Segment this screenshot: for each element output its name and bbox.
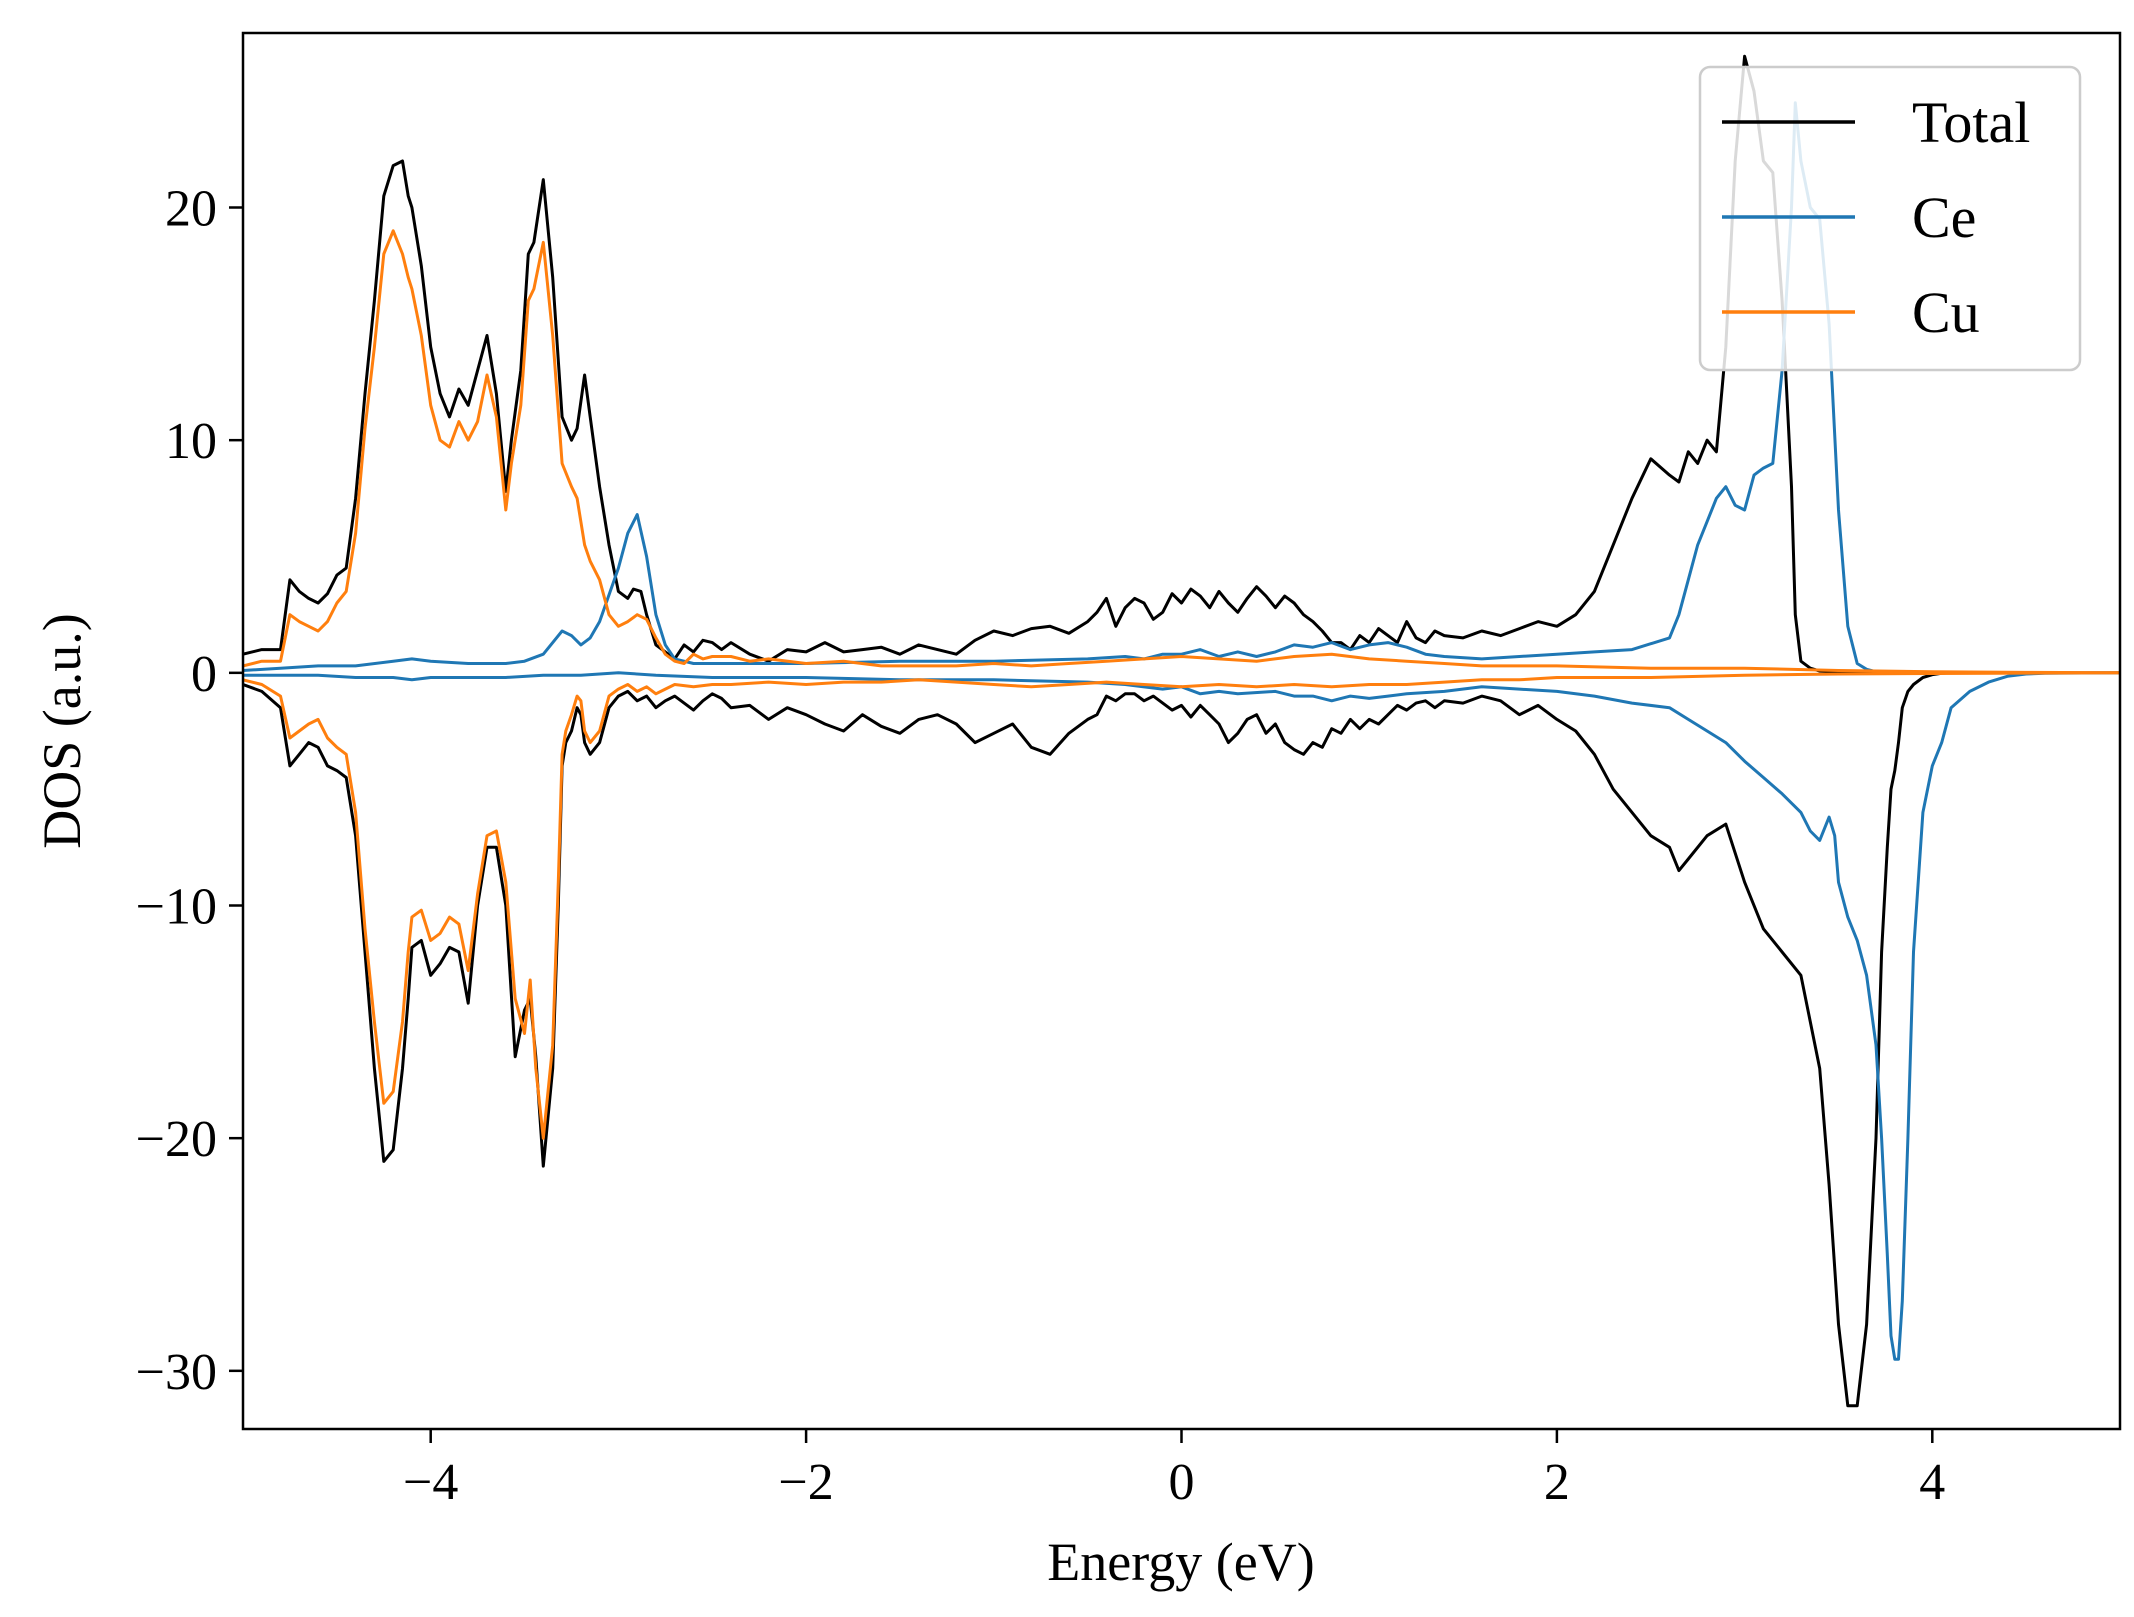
series-lines (243, 54, 2120, 1408)
x-axis-label: Energy (eV) (1047, 1532, 1314, 1592)
legend-label-ce: Ce (1912, 185, 1976, 250)
legend-label-total: Total (1912, 90, 2030, 155)
y-tick-label: 10 (165, 413, 217, 470)
y-tick-label: −20 (136, 1111, 217, 1168)
series-line-ce-spin-down (243, 671, 2120, 1361)
y-axis-label: DOS (a.u.) (32, 613, 92, 848)
x-tick-label: −4 (403, 1454, 458, 1511)
legend-box (1698, 65, 2082, 372)
series-line-cu-spin-down (243, 671, 2120, 1140)
y-tick-label: −30 (136, 1344, 217, 1401)
y-tick-label: 20 (165, 181, 217, 238)
legend-label-cu: Cu (1912, 280, 1980, 345)
y-tick-label: −10 (136, 879, 217, 936)
x-tick-label: −2 (778, 1454, 833, 1511)
series-line-total-spin-down (243, 671, 1953, 1408)
x-tick-label: 4 (1919, 1454, 1945, 1511)
series-line-cu-spin-up (243, 229, 2120, 675)
legend: Total Ce Cu (1698, 65, 2082, 372)
y-tick-label: 0 (191, 646, 217, 703)
x-tick-label: 2 (1544, 1454, 1570, 1511)
series-line-total-spin-up (243, 54, 1934, 675)
x-tick-label: 0 (1169, 1454, 1195, 1511)
